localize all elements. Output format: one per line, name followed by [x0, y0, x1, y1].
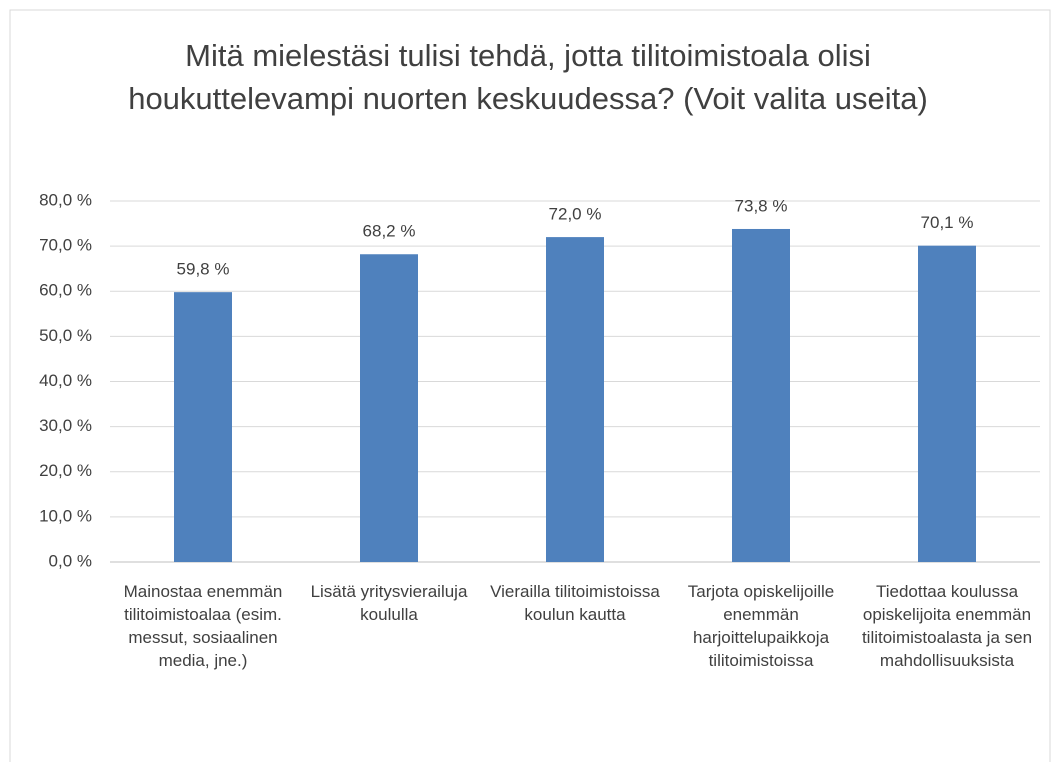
chart-title: Mitä mielestäsi tulisi tehdä, jotta tili…	[128, 38, 928, 116]
x-tick-label: Tarjota opiskelijoille enemmän harjoitte…	[687, 582, 835, 670]
y-tick-label: 80,0 %	[39, 190, 92, 209]
x-tick-label: Vierailla tilitoimistoissa koulun kautta	[490, 582, 660, 624]
y-tick-label: 30,0 %	[39, 416, 92, 435]
bar	[918, 245, 976, 562]
bar	[546, 237, 604, 562]
bar	[360, 254, 418, 562]
y-tick-label: 70,0 %	[39, 236, 92, 255]
data-label: 70,1 %	[921, 213, 974, 232]
x-tick-label: Lisätä yritysvierailuja koululla	[310, 582, 468, 624]
y-tick-label: 60,0 %	[39, 281, 92, 300]
y-tick-label: 0,0 %	[49, 551, 92, 570]
frame	[9, 9, 1051, 762]
y-tick-label: 40,0 %	[39, 371, 92, 390]
data-label: 73,8 %	[735, 196, 788, 215]
y-tick-label: 50,0 %	[39, 326, 92, 345]
data-label: 59,8 %	[177, 260, 230, 279]
x-tick-label: Mainostaa enemmän tilitoimistoalaa (esim…	[123, 582, 283, 670]
y-tick-label: 20,0 %	[39, 461, 92, 480]
bar	[174, 292, 232, 562]
x-tick-label: Tiedottaa koulussa opiskelijoita enemmän…	[861, 582, 1033, 670]
y-tick-label: 10,0 %	[39, 506, 92, 525]
bar	[732, 228, 790, 563]
data-label: 72,0 %	[549, 205, 602, 224]
data-label: 68,2 %	[363, 222, 416, 241]
